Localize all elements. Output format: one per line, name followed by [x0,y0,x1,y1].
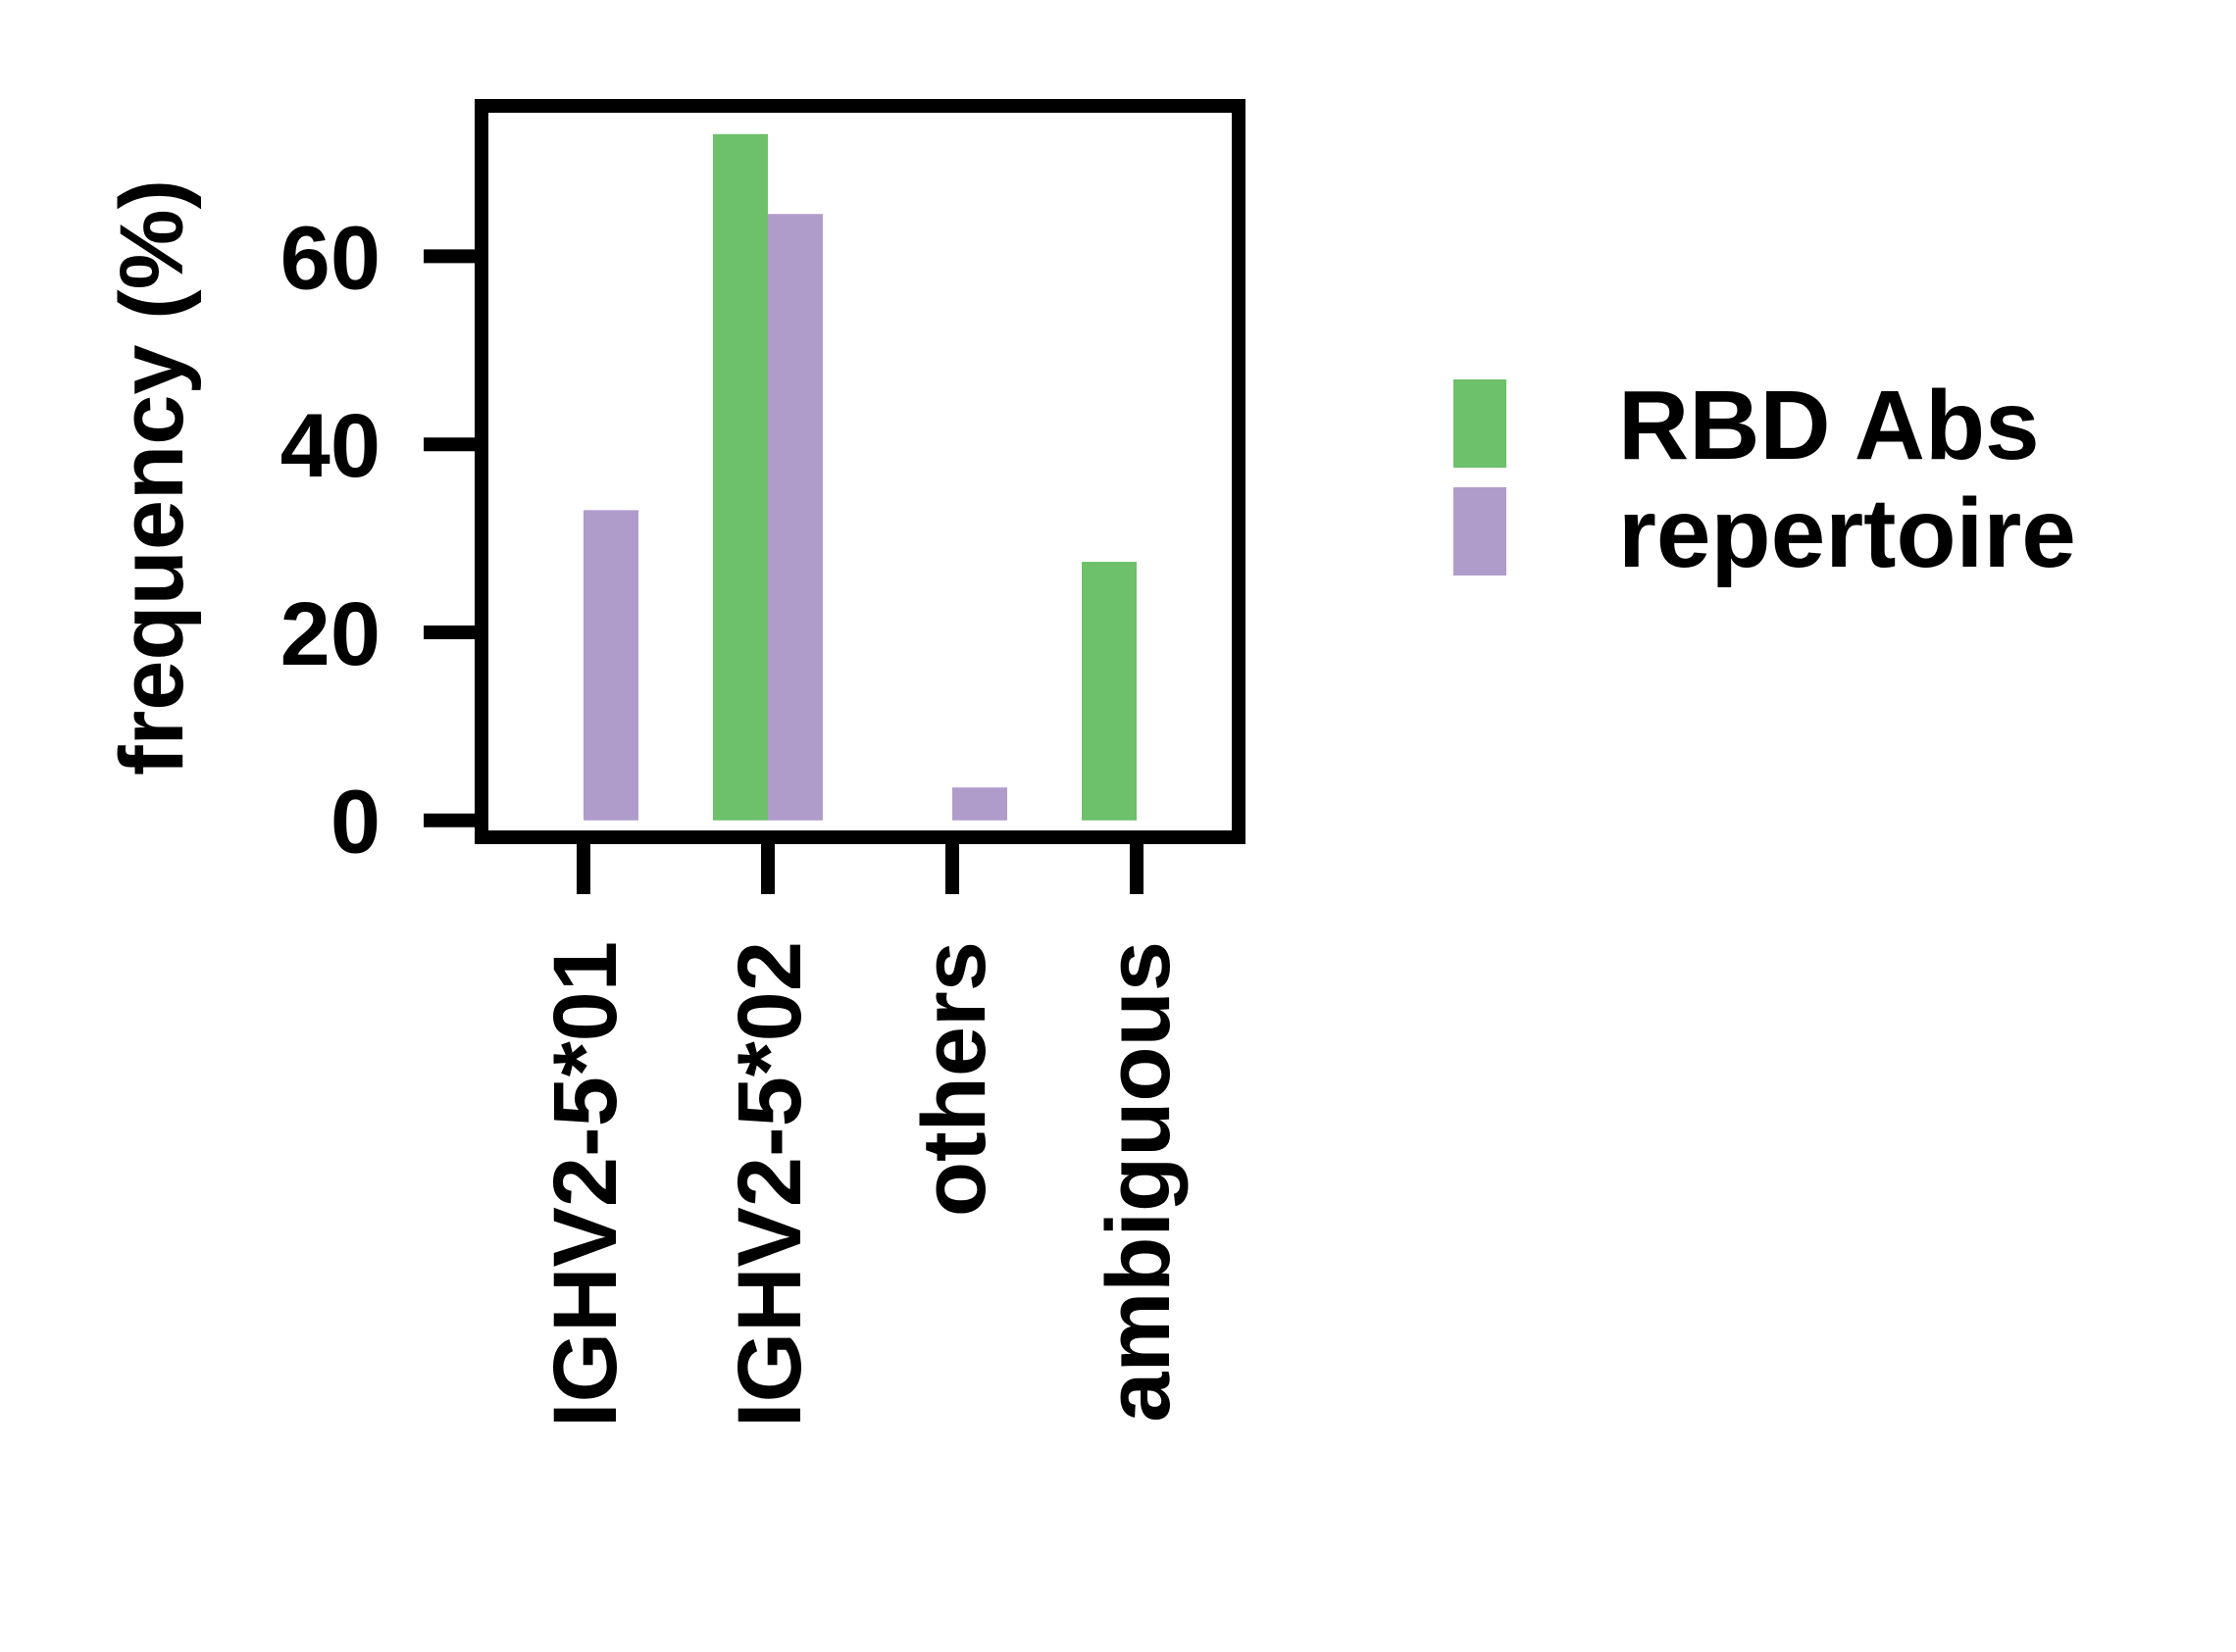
x-tick-label: IGHV2-5*01 [535,941,635,1427]
legend-label: RBD Abs [1618,371,2040,480]
y-tick-label: 40 [280,396,381,496]
bar-repertoire-2 [952,787,1007,821]
y-tick-label: 60 [280,208,381,308]
legend-swatch [1453,487,1506,576]
x-tick-label: IGHV2-5*02 [720,941,820,1427]
bar-rbd-abs-1 [713,133,768,821]
x-tick-label: others [904,941,1004,1217]
bar-repertoire-0 [584,510,638,821]
y-tick-label: 20 [280,584,381,684]
bar-repertoire-1 [768,214,823,821]
y-axis: 0 20 40 60 [280,208,477,873]
x-axis: IGHV2-5*01 IGHV2-5*02 others ambiguous [535,843,1189,1427]
y-axis-title: frequency (%) [102,179,202,776]
legend-label: repertoire [1618,478,2076,588]
legend-swatch [1453,379,1506,468]
x-tick-label: ambiguous [1089,941,1189,1423]
bar-rbd-abs-3 [1082,562,1137,821]
bars-group [584,133,1137,821]
plot-frame [475,99,1245,844]
y-tick-label: 0 [330,773,381,873]
